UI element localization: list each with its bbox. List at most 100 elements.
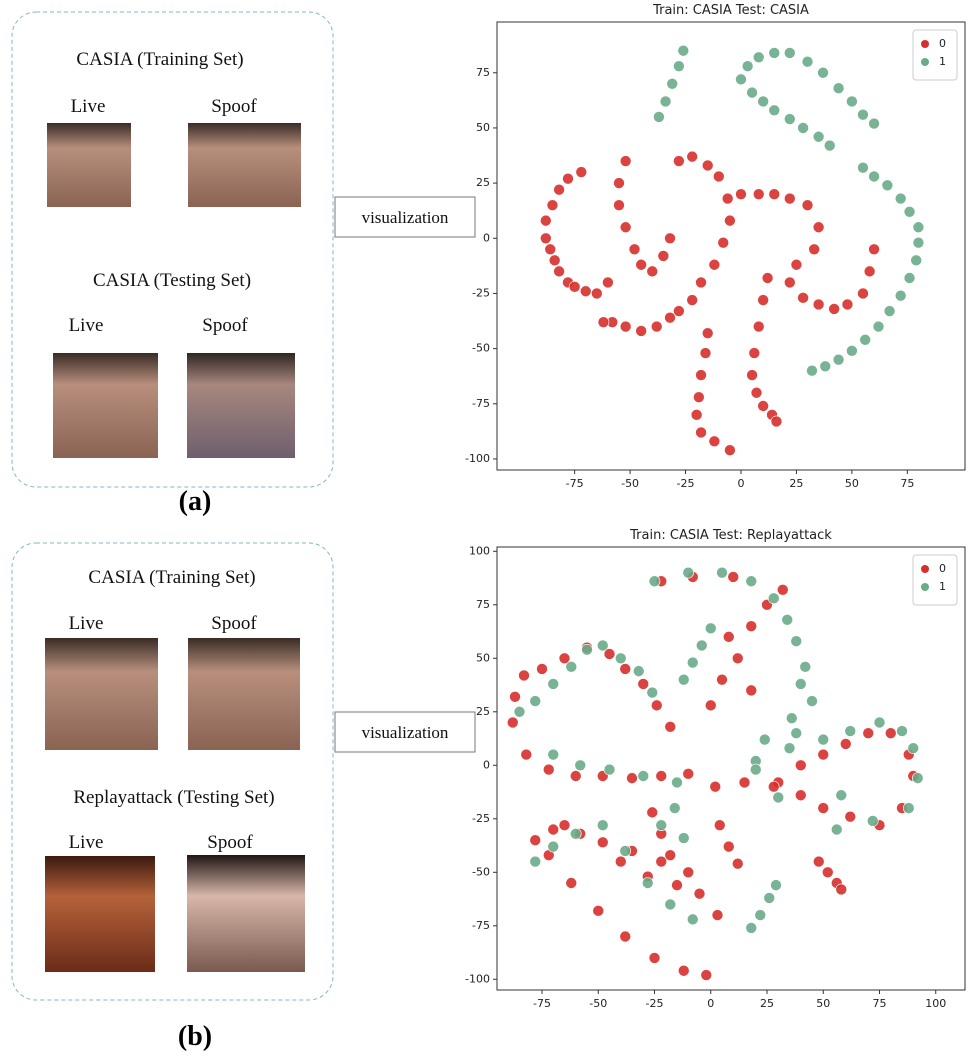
point bbox=[665, 312, 676, 323]
point bbox=[724, 445, 735, 456]
point bbox=[913, 222, 924, 233]
y-tick-label: 50 bbox=[476, 651, 490, 664]
point bbox=[795, 760, 806, 771]
point bbox=[820, 361, 831, 372]
point bbox=[660, 96, 671, 107]
panel-label: (a) bbox=[179, 486, 212, 517]
legend-marker bbox=[921, 40, 929, 48]
point bbox=[769, 189, 780, 200]
point bbox=[705, 700, 716, 711]
point bbox=[638, 770, 649, 781]
figure: CASIA (Training Set) Live Spoof CASIA (T… bbox=[0, 0, 974, 1056]
point bbox=[869, 171, 880, 182]
point bbox=[791, 636, 802, 647]
legend-label: 0 bbox=[939, 37, 946, 50]
point bbox=[597, 837, 608, 848]
point bbox=[749, 348, 760, 359]
point bbox=[658, 250, 669, 261]
point bbox=[519, 670, 530, 681]
point bbox=[570, 770, 581, 781]
point bbox=[683, 768, 694, 779]
point bbox=[732, 653, 743, 664]
point bbox=[818, 749, 829, 760]
point bbox=[795, 790, 806, 801]
point bbox=[683, 567, 694, 578]
live-label: Live bbox=[69, 613, 104, 634]
point bbox=[784, 743, 795, 754]
point bbox=[903, 803, 914, 814]
face-image bbox=[45, 638, 158, 750]
point bbox=[638, 678, 649, 689]
point bbox=[885, 728, 896, 739]
point bbox=[753, 189, 764, 200]
legend-marker bbox=[921, 58, 929, 66]
y-tick-label: 0 bbox=[483, 758, 490, 771]
point bbox=[746, 576, 757, 587]
point bbox=[833, 354, 844, 365]
point bbox=[773, 792, 784, 803]
x-tick-label: 100 bbox=[925, 997, 946, 1010]
point bbox=[615, 653, 626, 664]
point bbox=[747, 370, 758, 381]
point bbox=[784, 114, 795, 125]
x-tick-label: 0 bbox=[707, 997, 714, 1010]
point bbox=[683, 867, 694, 878]
point bbox=[751, 387, 762, 398]
point bbox=[613, 178, 624, 189]
plot-frame bbox=[497, 547, 965, 990]
point bbox=[537, 663, 548, 674]
point bbox=[507, 717, 518, 728]
point bbox=[580, 286, 591, 297]
point bbox=[798, 122, 809, 133]
testing-title: CASIA (Testing Set) bbox=[93, 270, 251, 291]
x-tick-label: 50 bbox=[845, 477, 859, 490]
point bbox=[802, 200, 813, 211]
point bbox=[696, 370, 707, 381]
point bbox=[569, 281, 580, 292]
point bbox=[530, 835, 541, 846]
point bbox=[620, 845, 631, 856]
point bbox=[649, 576, 660, 587]
point bbox=[864, 266, 875, 277]
x-tick-label: -25 bbox=[677, 477, 695, 490]
point bbox=[758, 96, 769, 107]
x-tick-label: 25 bbox=[789, 477, 803, 490]
point bbox=[543, 764, 554, 775]
point bbox=[694, 888, 705, 899]
point bbox=[687, 914, 698, 925]
point bbox=[746, 922, 757, 933]
point bbox=[824, 140, 835, 151]
face-image bbox=[45, 856, 155, 972]
point bbox=[620, 222, 631, 233]
point bbox=[723, 841, 734, 852]
point bbox=[554, 184, 565, 195]
point bbox=[845, 726, 856, 737]
point bbox=[620, 931, 631, 942]
legend-box bbox=[913, 555, 957, 605]
point bbox=[732, 858, 743, 869]
point bbox=[845, 811, 856, 822]
point bbox=[750, 764, 761, 775]
legend-marker bbox=[921, 565, 929, 573]
point bbox=[771, 416, 782, 427]
point bbox=[904, 206, 915, 217]
x-tick-label: 0 bbox=[737, 477, 744, 490]
point bbox=[712, 910, 723, 921]
point bbox=[895, 193, 906, 204]
point bbox=[809, 244, 820, 255]
point bbox=[728, 571, 739, 582]
face-image bbox=[47, 123, 131, 207]
point bbox=[700, 348, 711, 359]
point bbox=[818, 734, 829, 745]
point bbox=[575, 760, 586, 771]
point bbox=[758, 401, 769, 412]
point bbox=[562, 173, 573, 184]
legend-box bbox=[913, 30, 957, 80]
face-image bbox=[188, 638, 300, 750]
point bbox=[620, 321, 631, 332]
point bbox=[702, 328, 713, 339]
point bbox=[897, 726, 908, 737]
point bbox=[860, 334, 871, 345]
point bbox=[869, 118, 880, 129]
point bbox=[633, 666, 644, 677]
